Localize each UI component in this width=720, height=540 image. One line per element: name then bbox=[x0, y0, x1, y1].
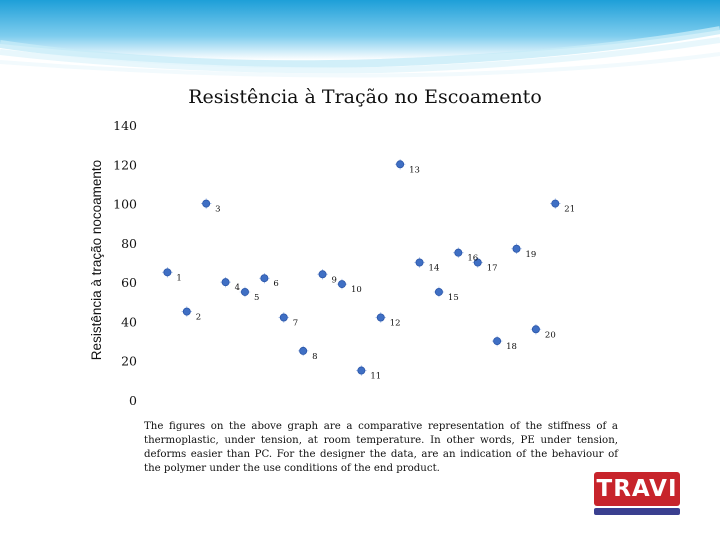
data-point-label: 2 bbox=[196, 313, 201, 323]
data-point bbox=[434, 287, 443, 296]
footnote-text: The figures on the above graph are a com… bbox=[144, 421, 618, 474]
data-point-label: 10 bbox=[351, 285, 362, 295]
data-point bbox=[299, 346, 308, 355]
data-point-label: 21 bbox=[564, 205, 575, 215]
data-point-label: 14 bbox=[429, 264, 440, 274]
y-tick-label: 0 bbox=[129, 393, 137, 408]
data-point bbox=[551, 199, 560, 208]
data-point-label: 13 bbox=[409, 165, 420, 175]
data-point-label: 7 bbox=[293, 319, 298, 329]
data-point bbox=[240, 287, 249, 296]
data-point bbox=[415, 258, 424, 267]
data-point-label: 9 bbox=[332, 275, 337, 285]
data-point-label: 11 bbox=[370, 372, 381, 382]
data-point bbox=[260, 274, 269, 283]
data-point bbox=[163, 268, 172, 277]
y-tick-label: 100 bbox=[113, 197, 137, 212]
data-point-label: 12 bbox=[390, 319, 401, 329]
y-tick-label: 60 bbox=[121, 275, 137, 290]
data-point bbox=[473, 258, 482, 267]
data-point-label: 1 bbox=[176, 273, 181, 283]
y-axis-label: Resistência à tração nocoamento bbox=[89, 160, 104, 360]
data-point-label: 16 bbox=[467, 254, 478, 264]
data-point bbox=[512, 244, 521, 253]
y-tick-label: 120 bbox=[113, 157, 137, 172]
travi-logo: TRAVI bbox=[594, 472, 680, 516]
y-axis-label-group: Resistência à tração nocoamento bbox=[89, 160, 104, 360]
data-point bbox=[221, 278, 230, 287]
data-point bbox=[493, 337, 502, 346]
data-point-label: 17 bbox=[487, 264, 498, 274]
data-point-label: 5 bbox=[254, 293, 259, 303]
y-tick-labels: 0 20 40 60 80 100 120 140 bbox=[113, 118, 137, 408]
data-point bbox=[337, 280, 346, 289]
data-point bbox=[357, 366, 366, 375]
data-point-label: 8 bbox=[312, 352, 317, 362]
y-tick-label: 40 bbox=[121, 314, 137, 329]
data-point bbox=[279, 313, 288, 322]
data-points bbox=[162, 159, 561, 376]
data-point-label: 4 bbox=[235, 283, 240, 293]
data-point-label: 15 bbox=[448, 293, 459, 303]
data-point bbox=[396, 160, 405, 169]
y-tick-label: 80 bbox=[121, 236, 137, 251]
chart-title: Resistência à Tração no Escoamento bbox=[188, 86, 542, 108]
data-point-label: 6 bbox=[273, 279, 278, 289]
data-point-label: 19 bbox=[526, 250, 537, 260]
data-point-label: 3 bbox=[215, 205, 220, 215]
data-point-label: 20 bbox=[545, 330, 556, 340]
data-point-label: 18 bbox=[506, 342, 517, 352]
data-point bbox=[182, 307, 191, 316]
data-point bbox=[376, 313, 385, 322]
data-point bbox=[202, 199, 211, 208]
y-tick-label: 140 bbox=[113, 118, 137, 133]
logo-underline bbox=[594, 508, 680, 515]
y-tick-label: 20 bbox=[121, 354, 137, 369]
data-point bbox=[318, 270, 327, 279]
data-point bbox=[454, 248, 463, 257]
logo-wordmark: TRAVI bbox=[594, 472, 680, 506]
data-point bbox=[531, 325, 540, 334]
header-banner bbox=[0, 0, 720, 78]
